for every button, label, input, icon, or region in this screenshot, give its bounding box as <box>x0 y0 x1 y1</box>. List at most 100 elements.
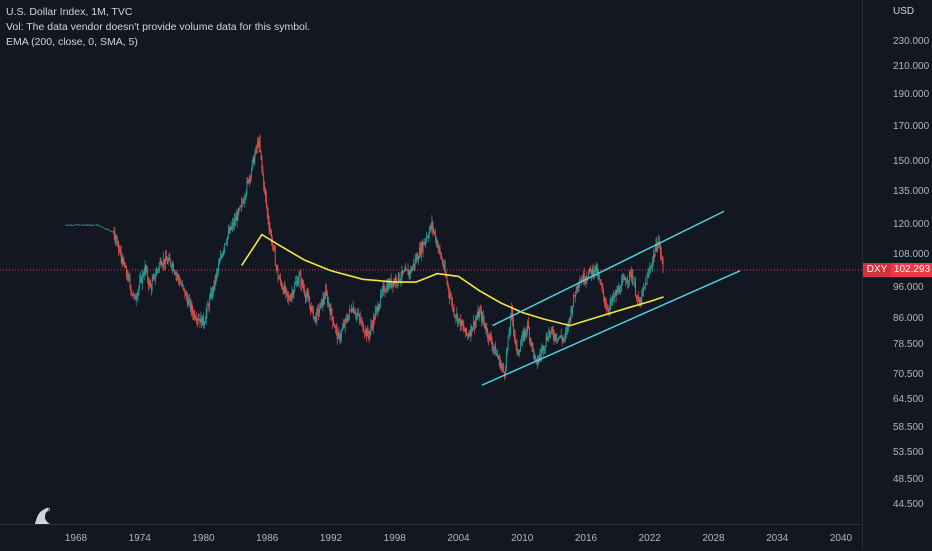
legend-title[interactable]: U.S. Dollar Index, 1M, TVC <box>6 6 133 18</box>
candle-body <box>224 243 226 249</box>
candle-body <box>529 338 531 340</box>
candle-body <box>548 331 550 340</box>
candle-body <box>574 294 576 297</box>
price-label: 86.000 <box>893 312 924 324</box>
price-label: 190.000 <box>893 89 930 101</box>
candle-body <box>259 140 261 151</box>
candle-body <box>258 140 260 146</box>
candle-body <box>304 288 305 295</box>
candle-body <box>629 271 631 273</box>
price-chart[interactable] <box>0 0 862 524</box>
candle-body <box>474 321 475 327</box>
candle-body <box>581 279 582 282</box>
time-axis[interactable]: 1968 1974 1980 1986 1992 1998 2004 2010 2016 2022… <box>0 524 862 551</box>
candle-body <box>579 282 581 286</box>
candle-body <box>188 300 189 305</box>
candle-body <box>483 321 485 324</box>
candle-body <box>105 228 107 230</box>
candle-body <box>147 270 149 280</box>
candle-body <box>114 234 116 239</box>
candle-body <box>226 242 227 244</box>
candle-body <box>149 282 150 286</box>
candle-body <box>626 281 628 284</box>
candle-body <box>605 305 607 310</box>
candle-body <box>88 224 90 226</box>
price-axis[interactable]: USD 230.000 210.000 190.000 170.000 150.000 1… <box>862 0 932 550</box>
candle-body <box>377 306 379 312</box>
candle-body <box>630 272 632 278</box>
candle-body <box>276 266 278 269</box>
candle-body <box>347 320 349 321</box>
candle-body <box>177 275 179 277</box>
candle-body <box>322 297 324 307</box>
candle-body <box>327 294 328 304</box>
currency-label[interactable]: USD <box>893 6 915 17</box>
candle-body <box>349 309 350 315</box>
candle-body <box>366 329 367 337</box>
candle-body <box>462 324 464 327</box>
candle-body <box>305 295 307 298</box>
candle-body <box>181 284 183 286</box>
candle-body <box>265 188 266 197</box>
candle-body <box>301 280 303 286</box>
candle-body <box>428 230 430 237</box>
candle-body <box>197 319 199 320</box>
candle-body <box>378 308 380 312</box>
candle-body <box>451 298 452 300</box>
candle-body <box>501 365 503 367</box>
candle-body <box>129 278 131 286</box>
candle-body <box>209 297 211 308</box>
tradingview-logo-icon[interactable] <box>30 502 56 528</box>
candle-body <box>551 328 552 332</box>
chart-area[interactable]: U.S. Dollar Index, 1M, TVC Vol: The data… <box>0 0 862 524</box>
candle-body <box>560 335 562 338</box>
time-label: 1986 <box>256 533 279 544</box>
candle-body <box>131 292 133 294</box>
candle-body <box>412 267 413 271</box>
candle-body <box>647 273 649 276</box>
candle-body <box>232 222 234 226</box>
candle-body <box>320 300 322 303</box>
candle-body <box>335 326 337 329</box>
candle-body <box>69 224 71 226</box>
candle-body <box>359 317 361 322</box>
legend-indicator[interactable]: EMA (200, close, 0, SMA, 5) <box>6 36 138 48</box>
candle-body <box>212 288 214 291</box>
candle-body <box>253 157 255 163</box>
candle-body <box>250 170 252 177</box>
candle-body <box>458 318 460 319</box>
candle-body <box>335 326 336 328</box>
candle-body <box>184 289 186 296</box>
candle-body <box>148 279 150 286</box>
candle-body <box>80 224 82 226</box>
candle-body <box>484 323 486 329</box>
candle-body <box>229 226 231 233</box>
candle-body <box>412 263 414 268</box>
candle-body <box>191 304 193 312</box>
candle-body <box>443 265 445 268</box>
candle-body <box>512 319 514 330</box>
candle-body <box>588 272 590 278</box>
candle-body <box>385 290 387 292</box>
candle-body <box>463 326 465 330</box>
candle-body <box>144 265 146 275</box>
candle-body <box>469 333 471 336</box>
candle-body <box>203 322 205 325</box>
candle-body <box>68 224 70 226</box>
candle-body <box>422 242 424 251</box>
candle-body <box>223 248 225 252</box>
candle-body <box>433 229 435 232</box>
candle-body <box>273 245 275 251</box>
time-label: 1974 <box>128 533 151 544</box>
candle-body <box>618 287 620 292</box>
candle-body <box>553 336 555 339</box>
candle-body <box>508 334 510 337</box>
candle-body <box>256 147 258 149</box>
candle-body <box>460 320 462 327</box>
candle-body <box>597 267 598 277</box>
candle-body <box>200 316 202 323</box>
candle-body <box>157 269 158 271</box>
time-label: 2010 <box>511 533 534 544</box>
candle-body <box>207 305 209 306</box>
candle-body <box>346 318 348 321</box>
